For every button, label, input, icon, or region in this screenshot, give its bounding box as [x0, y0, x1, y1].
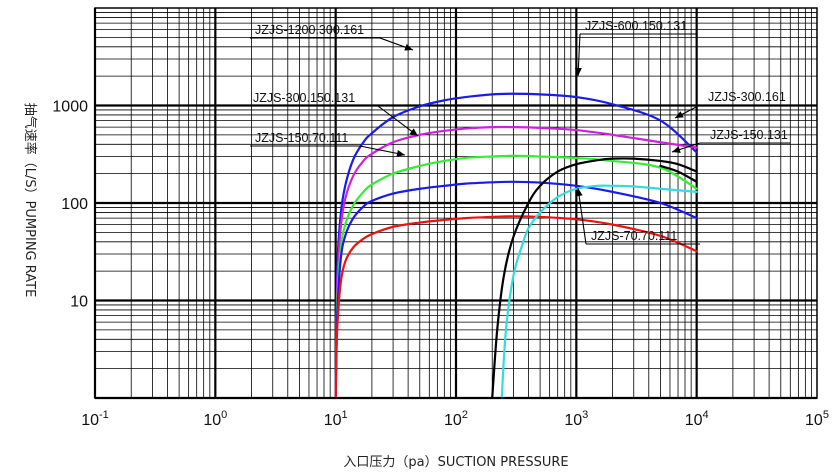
series-line-jzjs-300-161	[491, 157, 698, 400]
x-tick-label: 101	[324, 409, 348, 429]
annotation-callout: JZJS-600.150.131	[574, 19, 696, 77]
grid-layer	[93, 8, 817, 400]
annotation-label: JZJS-1200.300.161	[255, 23, 364, 37]
annotation-leader	[377, 105, 419, 137]
plot-frame	[94, 7, 818, 399]
annotation-leader	[577, 187, 587, 245]
annotation-label: JZJS-150.70.111	[255, 131, 348, 145]
series-line-jzjs-300-150-131	[334, 154, 698, 400]
series-line-jzjs-600-150-131	[334, 125, 698, 400]
annotation-callout: JZJS-70.70.111	[575, 187, 700, 245]
annotation-arrowhead	[675, 111, 684, 118]
x-tick-label: 100	[203, 409, 227, 429]
x-tick-label: 104	[685, 409, 709, 429]
annotation-arrowhead	[575, 188, 583, 197]
series-line-jzjs-150-70-111	[334, 180, 698, 400]
annotation-label: JZJS-300.161	[708, 90, 786, 104]
annotation-arrowhead	[672, 146, 681, 153]
x-tick-label: 102	[444, 409, 468, 429]
y-tick-label: 10	[70, 294, 88, 311]
annotation-label: JZJS-150.131	[710, 128, 788, 142]
x-tick-label: 103	[564, 409, 588, 429]
series-line-jzjs-1200-300-161	[334, 92, 698, 400]
annotation-label: JZJS-300.150.131	[253, 91, 355, 105]
annotation-arrowhead	[396, 149, 405, 157]
x-tick-label: 105	[805, 409, 829, 429]
series-line-jzjs-70-70-111	[334, 215, 698, 400]
annotation-arrowhead	[574, 67, 582, 76]
annotation-label: JZJS-600.150.131	[585, 19, 687, 33]
annotation-callout: JZJS-150.70.111	[250, 131, 406, 157]
annotation-callout: JZJS-300.150.131	[250, 91, 419, 137]
y-tick-label: 100	[61, 196, 88, 213]
annotation-callout: JZJS-150.131	[671, 128, 790, 153]
annotation-callout: JZJS-1200.300.161	[250, 23, 414, 51]
annotation-layer: JZJS-1200.300.161 JZJS-600.150.131 JZJS-30…	[250, 19, 792, 245]
x-tick-label: 10-1	[81, 409, 109, 429]
x-axis-title: 入口压力（pa）SUCTION PRESSURE	[343, 455, 568, 470]
y-axis-title: 抽气速率（L/S）PUMPING RATE	[22, 103, 38, 298]
series-layer	[334, 92, 698, 400]
series-line-jzjs-150-131	[500, 184, 698, 400]
annotation-callout: JZJS-300.161	[674, 90, 792, 119]
annotation-arrowhead	[409, 128, 418, 136]
annotation-arrowhead	[404, 43, 413, 51]
y-tick-label: 1000	[52, 99, 88, 116]
annotation-label: JZJS-70.70.111	[591, 229, 677, 243]
series-line-unlabeled	[659, 164, 698, 183]
